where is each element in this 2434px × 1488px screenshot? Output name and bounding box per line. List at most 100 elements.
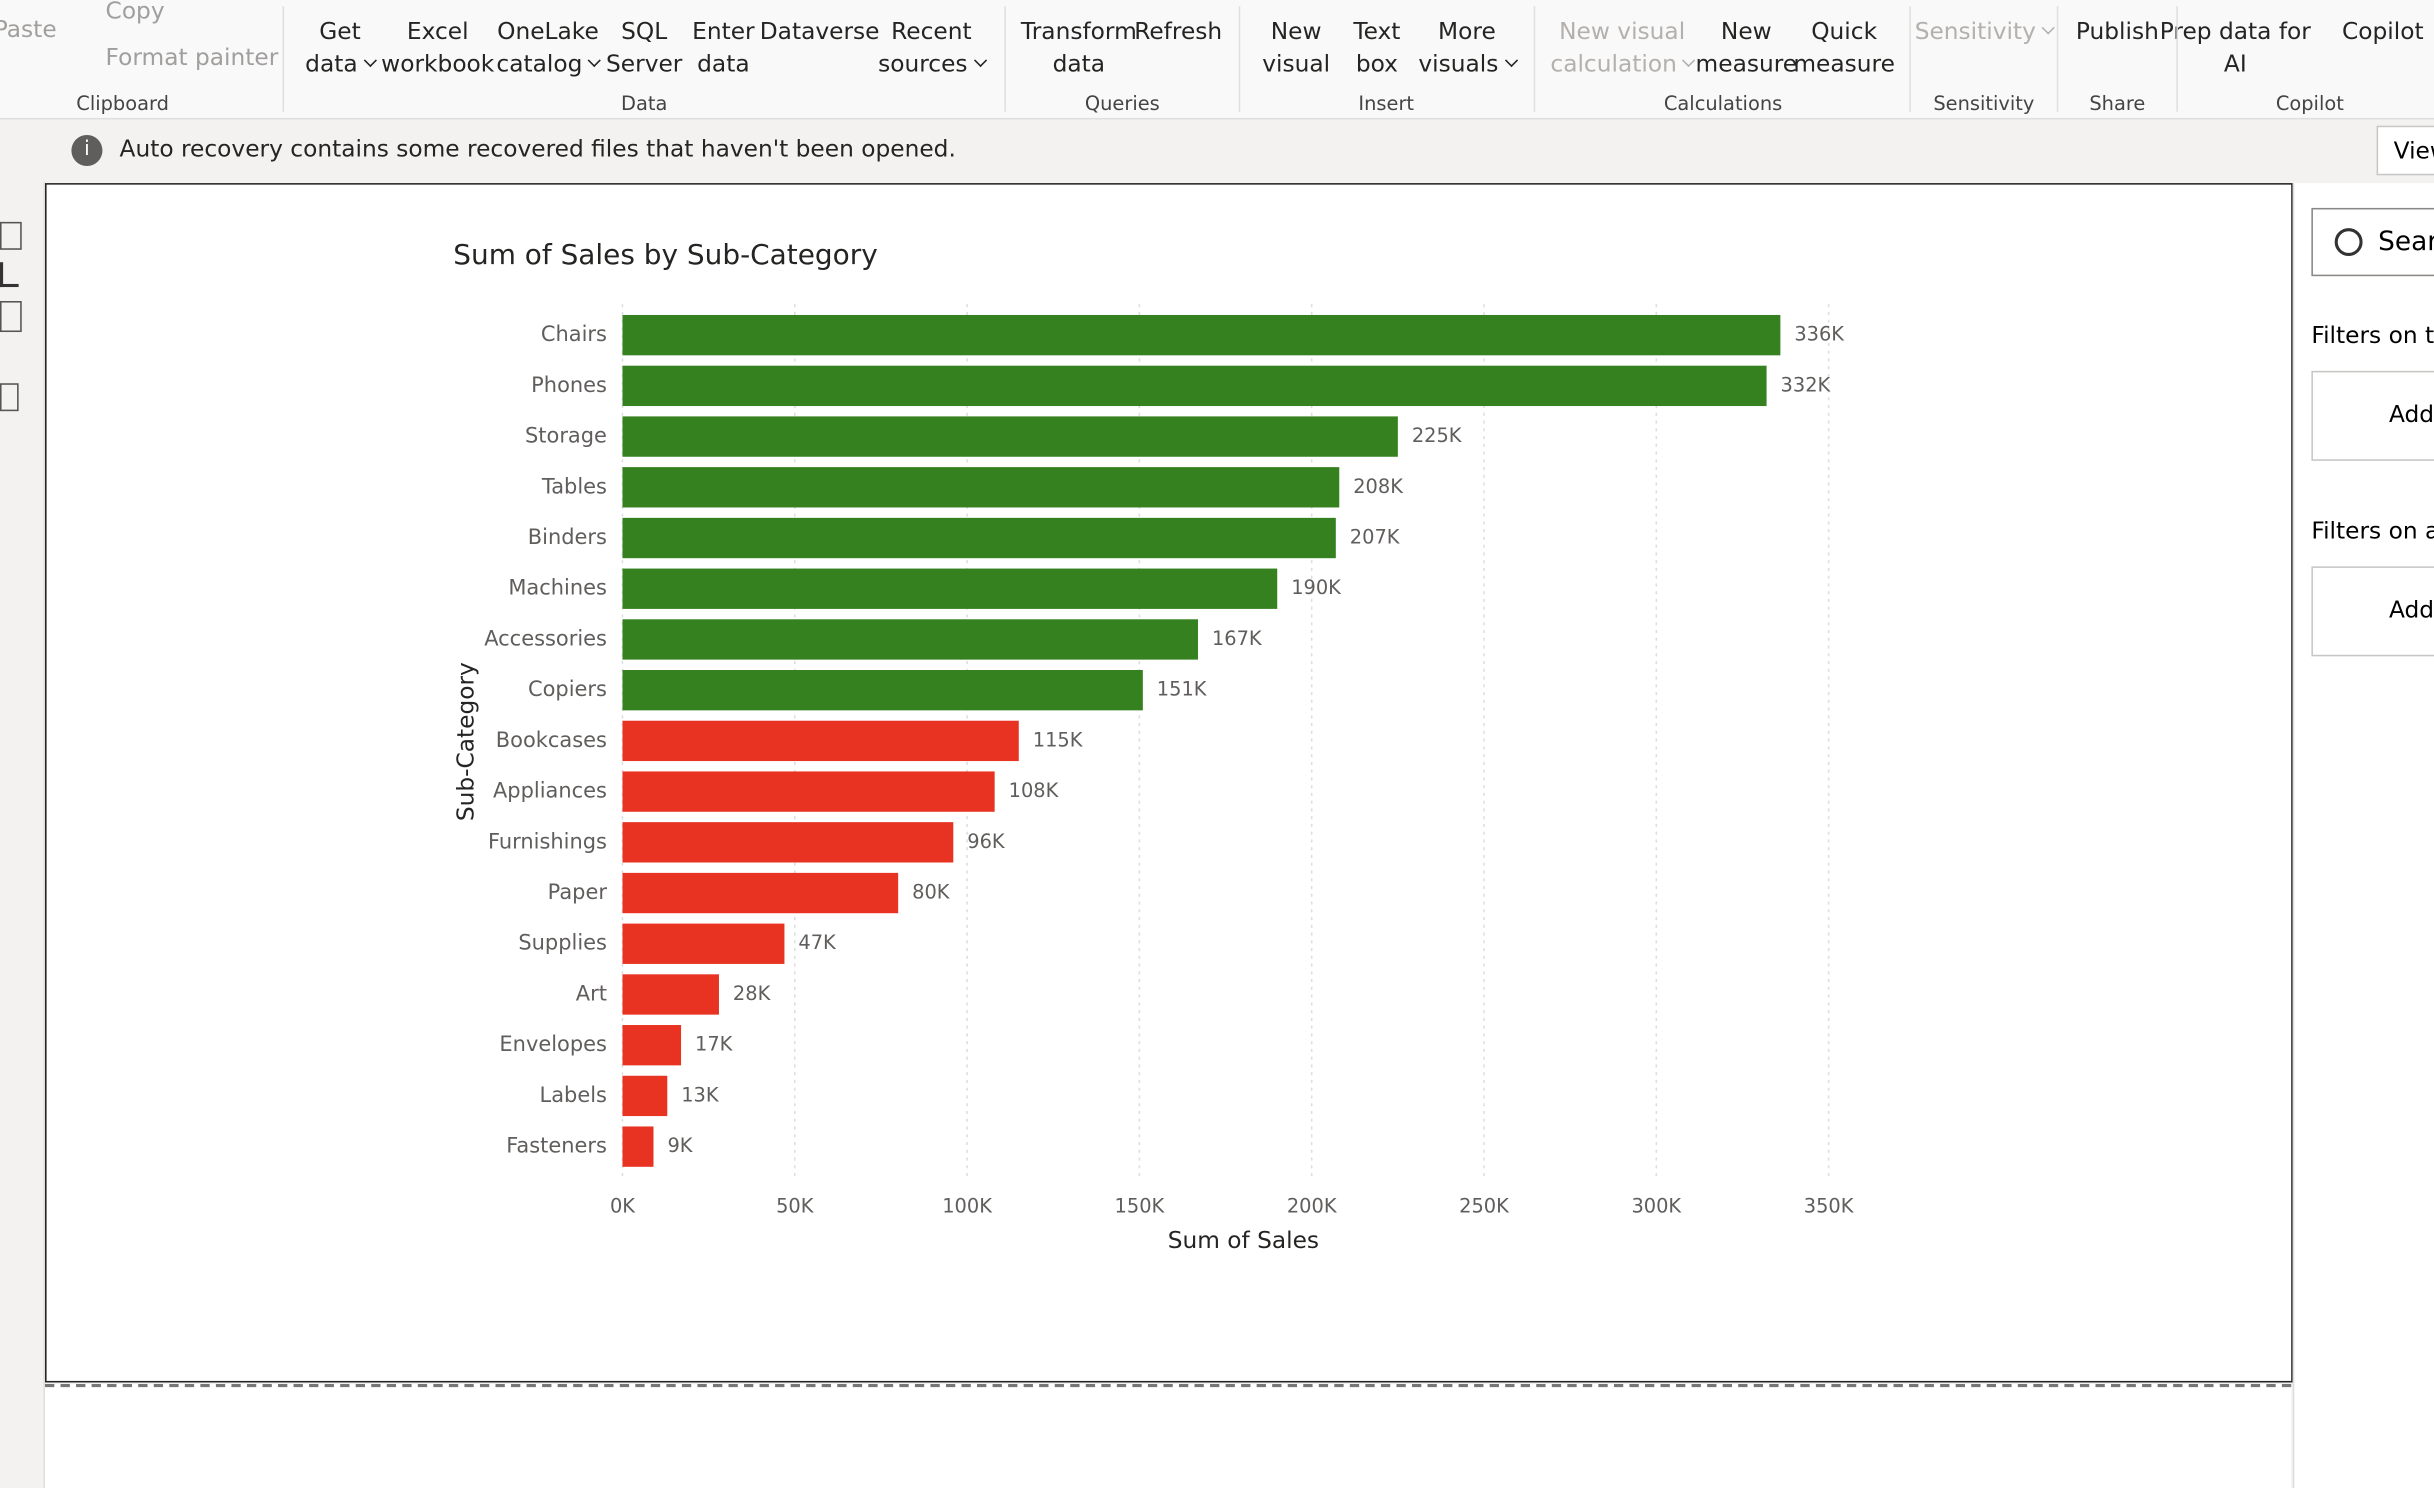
ribbon-button[interactable]: Enter data bbox=[692, 16, 755, 81]
search-box[interactable]: Search bbox=[2311, 207, 2434, 277]
ribbon-button[interactable]: Sensitivity bbox=[1914, 16, 2055, 49]
left-nav bbox=[0, 119, 46, 1488]
y-tick-label: Envelopes bbox=[499, 1032, 607, 1056]
button-label: Recent bbox=[891, 17, 972, 45]
bar bbox=[622, 568, 1278, 609]
y-tick-label: Furnishings bbox=[488, 829, 607, 853]
search-icon bbox=[2334, 228, 2363, 257]
bar bbox=[622, 1025, 682, 1066]
ribbon-button[interactable]: Transform data bbox=[1021, 16, 1137, 81]
ribbon-button[interactable]: Copilot bbox=[2342, 16, 2424, 49]
ribbon-group-label: Queries bbox=[1084, 91, 1160, 115]
button-label: Enter bbox=[692, 17, 755, 45]
view-button[interactable]: View bbox=[2376, 125, 2434, 176]
bar bbox=[622, 1075, 668, 1117]
chart-title: Sum of Sales by Sub-Category bbox=[453, 238, 877, 271]
x-axis-title: Sum of Sales bbox=[1168, 1227, 1319, 1254]
y-tick-label: Storage bbox=[525, 424, 607, 448]
dropdown-chevron bbox=[363, 53, 377, 68]
button-label: workbook bbox=[381, 49, 495, 78]
report-canvas: Sum of Sales by Sub-Category 0K 50K 100K 150… bbox=[45, 183, 2293, 1383]
ribbon-button[interactable]: New visual bbox=[1262, 16, 1330, 81]
button-label: Dataverse bbox=[759, 17, 880, 45]
button-label: OneLake bbox=[497, 17, 599, 45]
data-label: 17K bbox=[695, 1033, 734, 1056]
y-tick-label: Copiers bbox=[528, 677, 607, 701]
bar bbox=[622, 720, 1019, 762]
button-label: Transform bbox=[1020, 17, 1137, 45]
ribbon-button[interactable]: More visuals bbox=[1418, 16, 1518, 81]
x-tick-label: 0K bbox=[610, 1195, 636, 1218]
y-tick-label: Machines bbox=[508, 576, 607, 600]
ribbon-button[interactable]: New visual calculation bbox=[1550, 16, 1696, 81]
clipboard-button[interactable]: Copy bbox=[105, 0, 165, 25]
bar bbox=[622, 365, 1767, 407]
ribbon-separator bbox=[1909, 6, 1911, 112]
ribbon: Paste Copy Format painter Get data Excel workb… bbox=[0, 0, 2434, 120]
button-label: Prep data for bbox=[2159, 17, 2311, 45]
bar bbox=[622, 670, 1143, 711]
ribbon-button[interactable]: Text box bbox=[1353, 16, 1400, 81]
ribbon-button[interactable]: New measure bbox=[1696, 16, 1798, 81]
button-label: measure bbox=[1695, 49, 1798, 78]
bar bbox=[622, 923, 785, 964]
clipboard-button[interactable]: Paste bbox=[0, 15, 57, 44]
model-view-icon[interactable] bbox=[0, 301, 22, 333]
button-label: Excel bbox=[406, 17, 469, 45]
report-view-icon[interactable] bbox=[0, 262, 19, 288]
x-tick-label: 350K bbox=[1804, 1195, 1855, 1218]
dax-view-icon[interactable] bbox=[0, 383, 19, 412]
data-label: 208K bbox=[1353, 475, 1404, 498]
button-label: Quick bbox=[1811, 17, 1878, 45]
button-label: visuals bbox=[1418, 49, 1499, 78]
ribbon-button[interactable]: Publish bbox=[2076, 16, 2159, 49]
ribbon-button[interactable]: Dataverse bbox=[760, 16, 880, 49]
data-label: 151K bbox=[1157, 678, 1208, 701]
ribbon-separator bbox=[1004, 6, 1006, 112]
ribbon-group-label: Data bbox=[621, 91, 668, 115]
y-tick-label: Binders bbox=[528, 525, 607, 549]
button-label: Get bbox=[319, 17, 361, 45]
button-label: New bbox=[1720, 17, 1772, 45]
drop-zone-text: Add data fields here bbox=[2388, 595, 2434, 624]
bar bbox=[622, 872, 899, 914]
data-label: 332K bbox=[1781, 373, 1832, 396]
chart: Sum of Sales by Sub-Category 0K 50K 100K 150… bbox=[453, 238, 1855, 1254]
table-view-icon[interactable] bbox=[0, 221, 22, 250]
search-placeholder: Search bbox=[2378, 226, 2434, 258]
button-label: SQL bbox=[621, 17, 668, 45]
ribbon-button[interactable]: Quick measure bbox=[1793, 16, 1895, 81]
filter-drop-zone[interactable]: Add data fields here bbox=[2311, 370, 2434, 461]
data-label: 28K bbox=[733, 982, 772, 1005]
dropdown-chevron bbox=[588, 53, 602, 68]
clipboard-button[interactable]: Format painter bbox=[105, 43, 279, 72]
x-tick-label: 100K bbox=[942, 1195, 993, 1218]
ribbon-button[interactable]: Recent sources bbox=[878, 16, 987, 81]
ribbon-button[interactable]: Prep data for AI bbox=[2160, 16, 2311, 81]
button-label: measure bbox=[1793, 49, 1895, 78]
y-tick-label: Phones bbox=[531, 373, 607, 397]
ribbon-button[interactable]: Excel workbook bbox=[381, 16, 494, 81]
y-tick-label: Tables bbox=[541, 474, 607, 498]
button-label: Publish bbox=[2075, 17, 2159, 45]
button-label: Sensitivity bbox=[1914, 17, 2036, 45]
ribbon-button[interactable]: SQL Server bbox=[606, 16, 682, 81]
filters-pane: Search Filters on this page Add data fie… bbox=[2292, 183, 2434, 1488]
y-tick-label: Bookcases bbox=[496, 728, 607, 752]
button-label: data bbox=[1052, 49, 1106, 78]
ribbon-button[interactable]: OneLake catalog bbox=[496, 16, 602, 81]
x-tick-label: 50K bbox=[776, 1195, 815, 1218]
x-tick-label: 250K bbox=[1459, 1195, 1510, 1218]
button-label: calculation bbox=[1550, 49, 1677, 78]
y-tick-label: Appliances bbox=[493, 779, 607, 803]
y-tick-label: Fasteners bbox=[506, 1134, 607, 1158]
x-tick-label: 150K bbox=[1115, 1195, 1166, 1218]
drop-zone-text: Add data fields here bbox=[2388, 400, 2434, 429]
ribbon-button[interactable]: Refresh bbox=[1134, 16, 1222, 49]
data-label: 13K bbox=[681, 1083, 720, 1106]
info-icon: i bbox=[71, 134, 103, 167]
filter-drop-zone[interactable]: Add data fields here bbox=[2311, 566, 2434, 657]
ribbon-button[interactable]: Get data bbox=[305, 16, 377, 81]
